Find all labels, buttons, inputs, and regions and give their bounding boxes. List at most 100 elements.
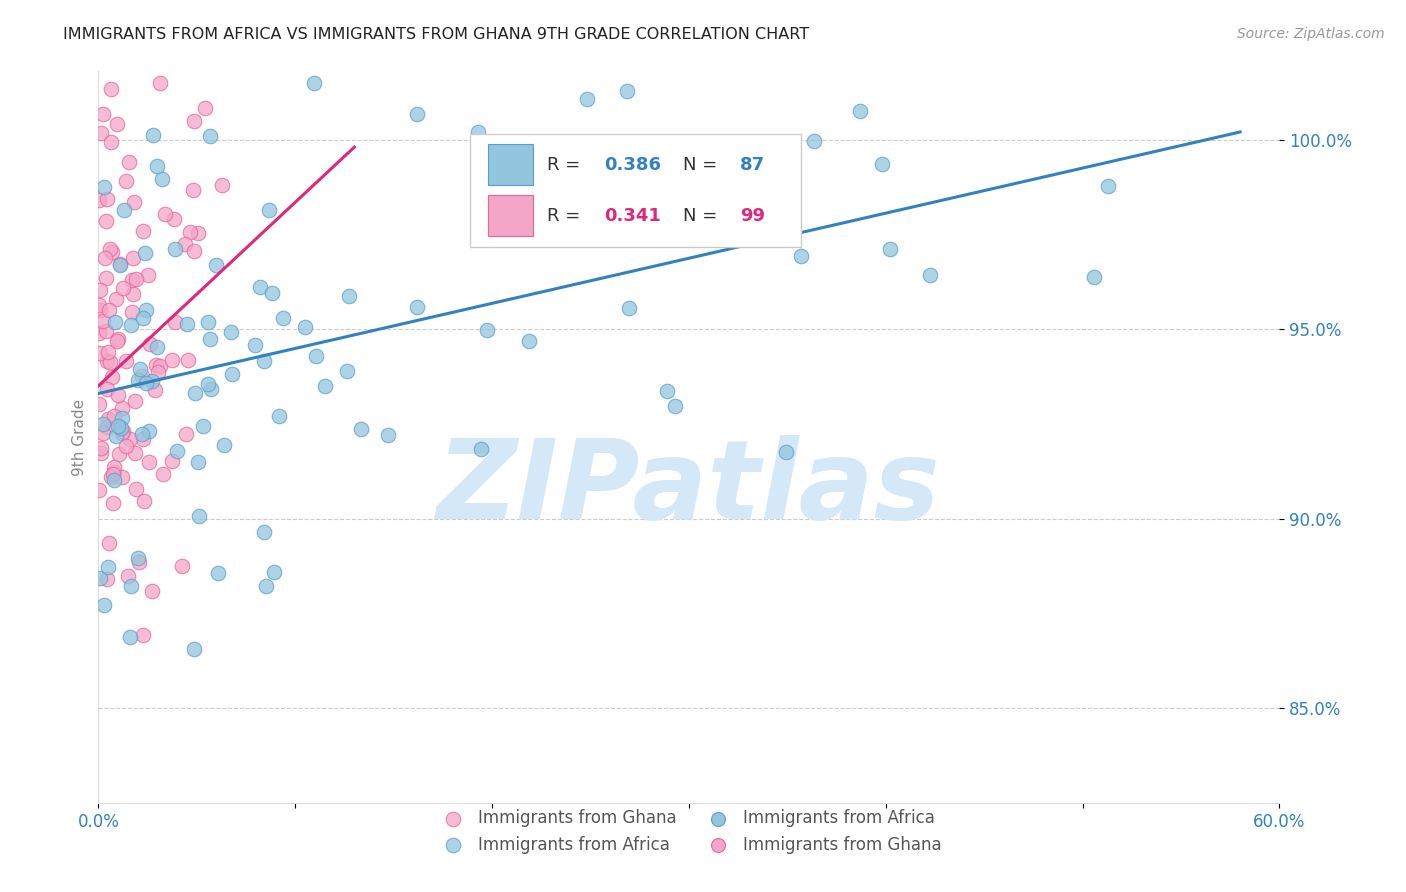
- Immigrants from Ghana: [105, 292, 128, 306]
- Immigrants from Africa: [271, 310, 294, 325]
- Immigrants from Ghana: [125, 483, 148, 497]
- Immigrants from Africa: [197, 315, 219, 329]
- Immigrants from Africa: [918, 268, 941, 282]
- Immigrants from Africa: [254, 579, 277, 593]
- Text: R =: R =: [547, 156, 586, 174]
- Immigrants from Ghana: [98, 242, 121, 256]
- Immigrants from Ghana: [122, 195, 145, 210]
- Immigrants from Africa: [803, 134, 825, 148]
- Immigrants from Ghana: [112, 281, 135, 295]
- Immigrants from Ghana: [100, 470, 122, 484]
- Immigrants from Ghana: [108, 419, 131, 434]
- Immigrants from Ghana: [176, 427, 198, 442]
- Immigrants from Ghana: [143, 384, 166, 398]
- Immigrants from Africa: [1097, 179, 1119, 194]
- Immigrants from Africa: [200, 332, 222, 346]
- Immigrants from Ghana: [96, 572, 118, 586]
- Immigrants from Ghana: [124, 446, 146, 460]
- Immigrants from Ghana: [139, 337, 162, 351]
- Immigrants from Ghana: [98, 354, 121, 368]
- Immigrants from Ghana: [121, 305, 143, 319]
- Immigrants from Ghana: [136, 268, 159, 282]
- Immigrants from Ghana: [131, 223, 153, 237]
- Immigrants from Ghana: [183, 113, 205, 128]
- Immigrants from Ghana: [96, 354, 118, 368]
- Immigrants from Ghana: [90, 446, 112, 460]
- Immigrants from Africa: [191, 419, 214, 434]
- Immigrants from Africa: [260, 285, 283, 300]
- Immigrants from Africa: [263, 565, 285, 579]
- Immigrants from Ghana: [90, 126, 112, 140]
- Immigrants from Africa: [304, 76, 326, 90]
- Immigrants from Ghana: [96, 271, 118, 285]
- Immigrants from Ghana: [89, 302, 111, 317]
- Immigrants from Ghana: [179, 225, 201, 239]
- Immigrants from Ghana: [100, 135, 122, 149]
- Immigrants from Ghana: [114, 353, 136, 368]
- Immigrants from Africa: [475, 323, 498, 337]
- Text: 0.341: 0.341: [605, 207, 661, 226]
- Immigrants from Ghana: [89, 397, 111, 411]
- Immigrants from Ghana: [101, 467, 124, 482]
- Immigrants from Africa: [135, 376, 157, 390]
- Immigrants from Ghana: [108, 257, 131, 271]
- Immigrants from Africa: [150, 171, 173, 186]
- Immigrants from Africa: [183, 386, 205, 401]
- Immigrants from Africa: [112, 203, 135, 218]
- Immigrants from Ghana: [117, 569, 139, 583]
- Immigrants from Ghana: [91, 314, 114, 328]
- Immigrants from Africa: [111, 410, 134, 425]
- Immigrants from Africa: [93, 598, 115, 612]
- Text: N =: N =: [683, 207, 723, 226]
- Immigrants from Ghana: [153, 206, 176, 220]
- Immigrants from Africa: [120, 318, 142, 332]
- Immigrants from Ghana: [111, 425, 134, 440]
- Immigrants from Africa: [127, 551, 149, 566]
- Immigrants from Africa: [245, 338, 267, 352]
- Immigrants from Africa: [257, 202, 280, 217]
- Immigrants from Ghana: [115, 439, 138, 453]
- Immigrants from Africa: [108, 258, 131, 272]
- Immigrants from Ghana: [170, 559, 193, 574]
- Immigrants from Ghana: [91, 425, 114, 440]
- Immigrants from Ghana: [121, 286, 143, 301]
- Immigrants from Africa: [314, 379, 336, 393]
- Immigrants from Africa: [405, 107, 427, 121]
- Immigrants from Africa: [118, 630, 141, 644]
- Immigrants from Africa: [517, 334, 540, 349]
- Immigrants from Ghana: [187, 226, 209, 240]
- FancyBboxPatch shape: [488, 145, 533, 185]
- Immigrants from Ghana: [101, 244, 124, 259]
- Immigrants from Ghana: [149, 76, 172, 90]
- Immigrants from Africa: [183, 642, 205, 657]
- Immigrants from Africa: [200, 382, 222, 396]
- Immigrants from Africa: [146, 340, 169, 354]
- Immigrants from Ghana: [87, 193, 110, 207]
- Immigrants from Africa: [207, 566, 229, 581]
- Immigrants from Africa: [176, 317, 198, 331]
- Immigrants from Africa: [337, 289, 360, 303]
- Immigrants from Africa: [131, 427, 153, 442]
- Immigrants from Ghana: [87, 298, 110, 312]
- Immigrants from Africa: [166, 444, 188, 458]
- Immigrants from Africa: [576, 92, 599, 106]
- Immigrants from Ghana: [107, 388, 129, 402]
- Immigrants from Ghana: [111, 470, 134, 484]
- Immigrants from Africa: [197, 377, 219, 392]
- FancyBboxPatch shape: [488, 195, 533, 235]
- Immigrants from Ghana: [162, 352, 184, 367]
- Immigrants from Ghana: [115, 174, 138, 188]
- Immigrants from Africa: [138, 424, 160, 438]
- Text: R =: R =: [547, 207, 586, 226]
- Immigrants from Africa: [870, 157, 893, 171]
- Immigrants from Ghana: [211, 178, 233, 193]
- Immigrants from Africa: [134, 245, 156, 260]
- Immigrants from Africa: [305, 349, 328, 363]
- Text: Source: ZipAtlas.com: Source: ZipAtlas.com: [1237, 27, 1385, 41]
- Immigrants from Ghana: [101, 496, 124, 510]
- Immigrants from Ghana: [183, 244, 205, 258]
- Immigrants from Africa: [405, 301, 427, 315]
- Immigrants from Ghana: [194, 102, 217, 116]
- Immigrants from Ghana: [131, 628, 153, 642]
- Immigrants from Ghana: [97, 302, 120, 317]
